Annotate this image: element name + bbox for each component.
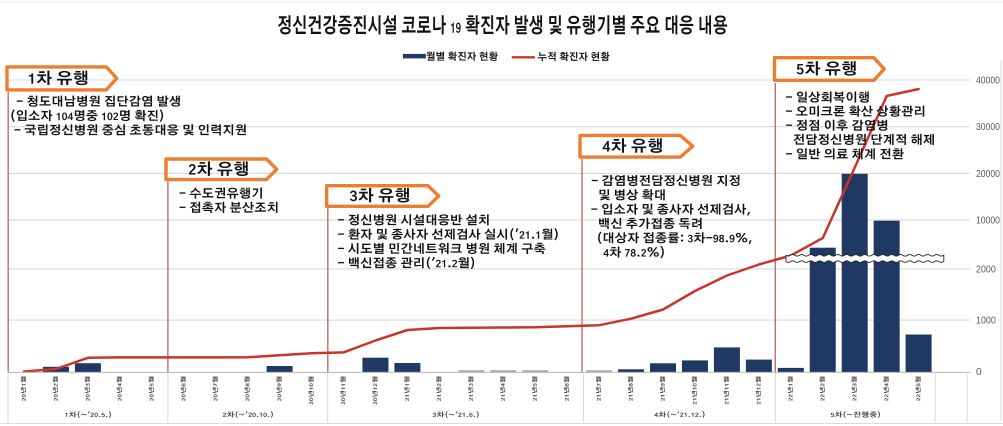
svg-text:2000: 2000 <box>976 264 996 275</box>
svg-text:1000: 1000 <box>976 316 996 327</box>
svg-text:40000: 40000 <box>976 76 1000 87</box>
svg-text:30000: 30000 <box>976 122 1000 133</box>
svg-text:10000: 10000 <box>976 216 1000 227</box>
svg-text:20000: 20000 <box>976 169 1000 180</box>
svg-text:0: 0 <box>976 367 982 378</box>
